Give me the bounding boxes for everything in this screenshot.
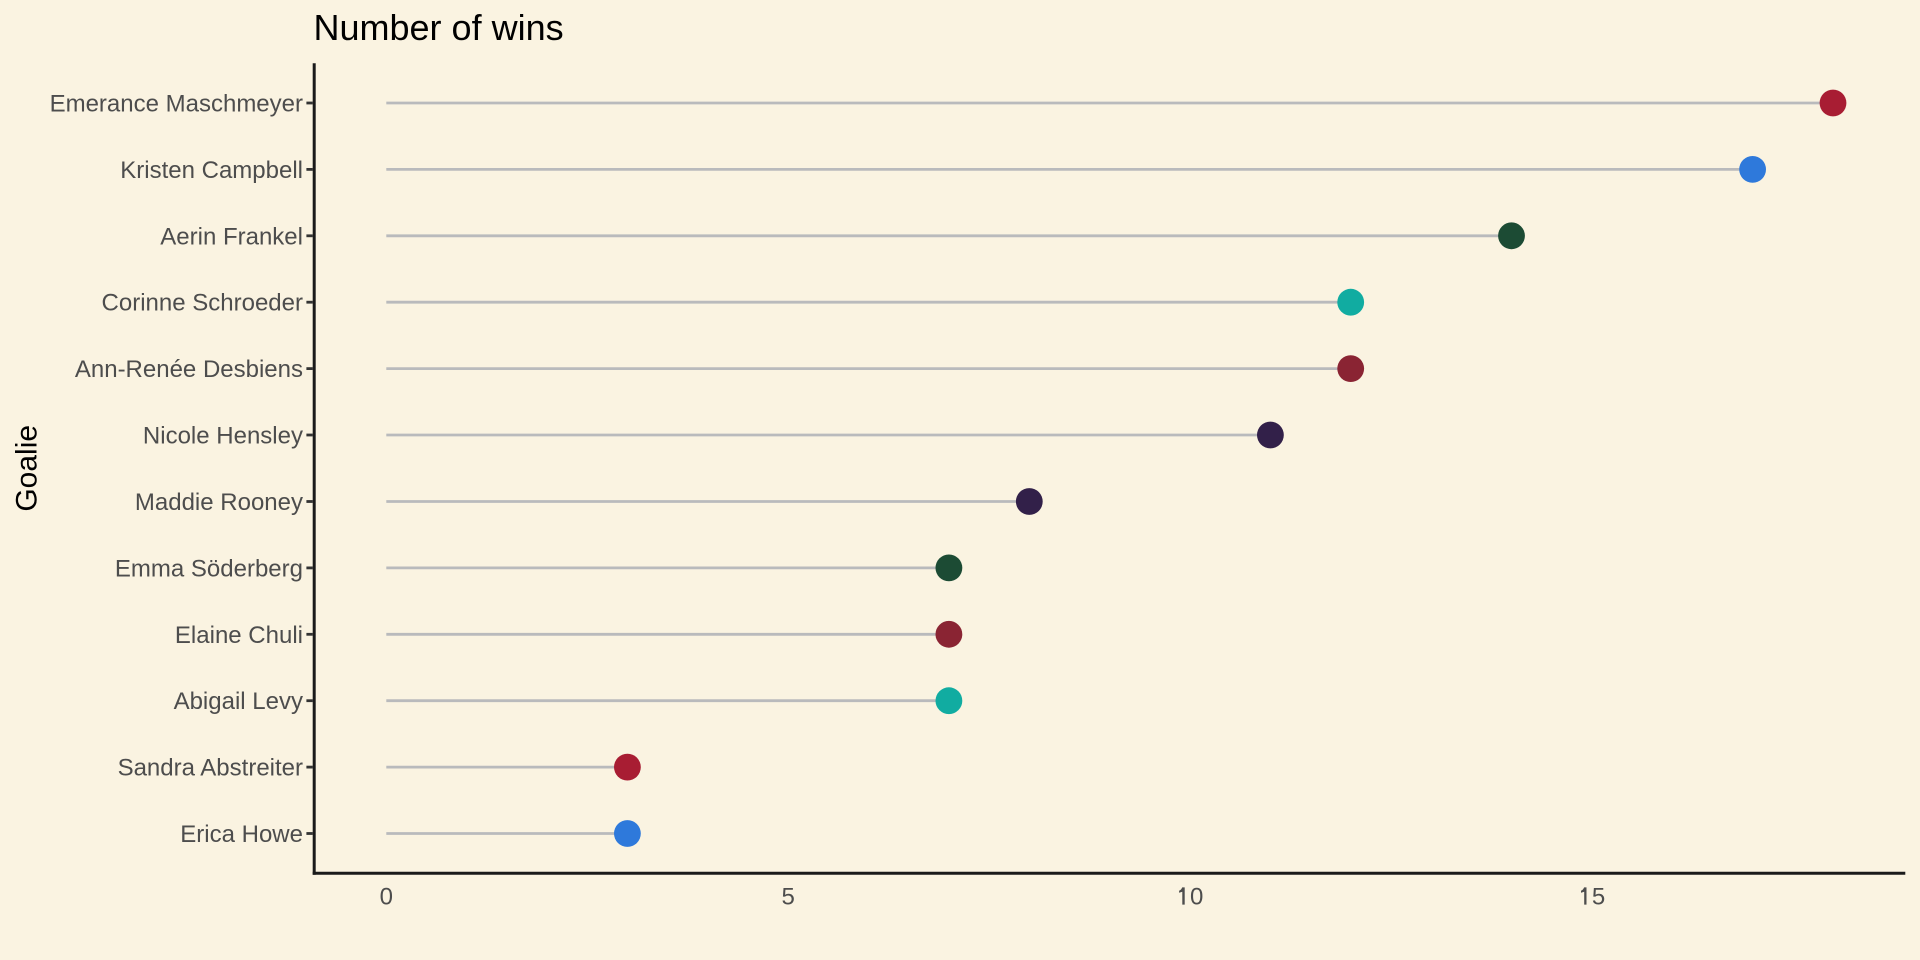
svg-text:Corinne Schroeder: Corinne Schroeder — [102, 290, 303, 317]
svg-text:Elaine Chuli: Elaine Chuli — [175, 622, 303, 649]
svg-text:0: 0 — [380, 884, 393, 911]
svg-text:Emerance Maschmeyer: Emerance Maschmeyer — [50, 91, 303, 118]
svg-text:5: 5 — [782, 884, 795, 911]
svg-text:5: 5 — [1592, 884, 1605, 911]
svg-text:Aerin Frankel: Aerin Frankel — [160, 223, 303, 250]
svg-text:Ann-Renée Desbiens: Ann-Renée Desbiens — [75, 356, 303, 383]
svg-text:Nicole Hensley: Nicole Hensley — [143, 423, 303, 450]
svg-text:Sandra Abstreiter: Sandra Abstreiter — [118, 755, 303, 782]
svg-text:0: 0 — [1190, 884, 1203, 911]
svg-text:Maddie Rooney: Maddie Rooney — [135, 489, 303, 516]
svg-text:Kristen Campbell: Kristen Campbell — [120, 157, 303, 184]
svg-text:Emma Söderberg: Emma Söderberg — [115, 555, 303, 582]
svg-text:Goalie: Goalie — [11, 425, 44, 512]
svg-text:Erica Howe: Erica Howe — [180, 821, 303, 848]
svg-text:Abigail Levy: Abigail Levy — [174, 688, 303, 715]
svg-text:Number of wins: Number of wins — [314, 7, 564, 48]
